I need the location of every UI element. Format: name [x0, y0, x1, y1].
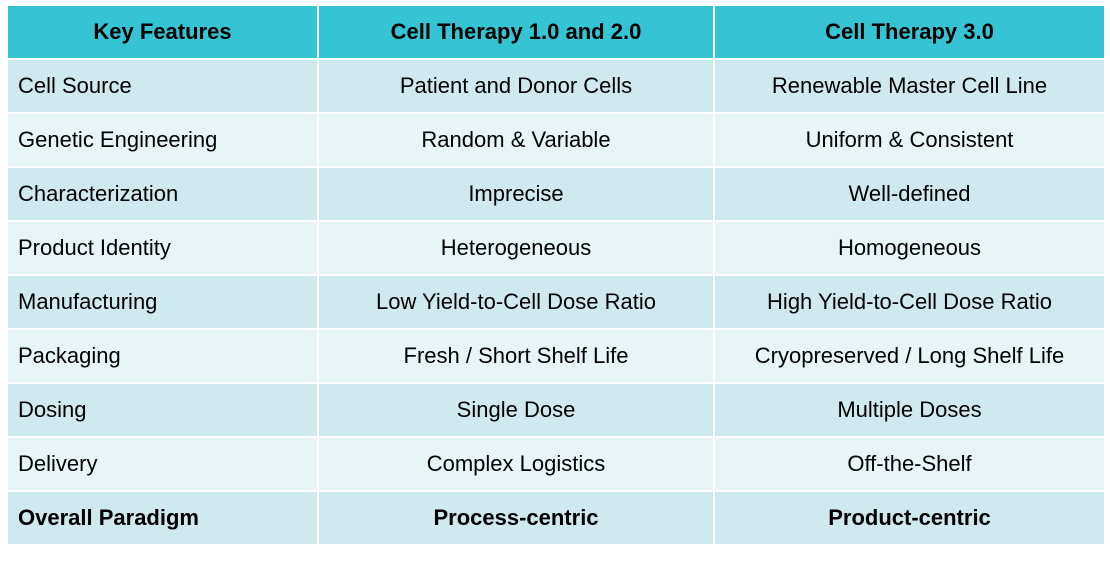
ct3-cell: Homogeneous	[713, 220, 1106, 276]
comparison-table: Key Features Cell Therapy 1.0 and 2.0 Ce…	[6, 4, 1106, 546]
table-row: Genetic Engineering Random & Variable Un…	[6, 112, 1106, 168]
feature-cell: Delivery	[6, 436, 319, 492]
table-row: Cell Source Patient and Donor Cells Rene…	[6, 58, 1106, 114]
feature-cell: Characterization	[6, 166, 319, 222]
feature-cell: Overall Paradigm	[6, 490, 319, 546]
ct3-cell: Well-defined	[713, 166, 1106, 222]
ct12-cell: Random & Variable	[317, 112, 715, 168]
ct3-cell: Uniform & Consistent	[713, 112, 1106, 168]
comparison-table-container: Key Features Cell Therapy 1.0 and 2.0 Ce…	[6, 4, 1106, 546]
ct12-cell: Heterogeneous	[317, 220, 715, 276]
ct3-cell: Renewable Master Cell Line	[713, 58, 1106, 114]
table-row: Product Identity Heterogeneous Homogeneo…	[6, 220, 1106, 276]
ct12-cell: Complex Logistics	[317, 436, 715, 492]
table-row: Manufacturing Low Yield-to-Cell Dose Rat…	[6, 274, 1106, 330]
table-row: Dosing Single Dose Multiple Doses	[6, 382, 1106, 438]
table-row: Characterization Imprecise Well-defined	[6, 166, 1106, 222]
ct12-cell: Imprecise	[317, 166, 715, 222]
table-row: Delivery Complex Logistics Off-the-Shelf	[6, 436, 1106, 492]
table-row: Packaging Fresh / Short Shelf Life Cryop…	[6, 328, 1106, 384]
feature-cell: Manufacturing	[6, 274, 319, 330]
ct3-cell: High Yield-to-Cell Dose Ratio	[713, 274, 1106, 330]
paradigm-row: Overall Paradigm Process-centric Product…	[6, 490, 1106, 546]
feature-cell: Product Identity	[6, 220, 319, 276]
header-cell-therapy-3: Cell Therapy 3.0	[713, 4, 1106, 60]
ct3-cell: Cryopreserved / Long Shelf Life	[713, 328, 1106, 384]
feature-cell: Dosing	[6, 382, 319, 438]
ct3-cell: Multiple Doses	[713, 382, 1106, 438]
ct12-cell: Fresh / Short Shelf Life	[317, 328, 715, 384]
ct12-cell: Single Dose	[317, 382, 715, 438]
ct12-cell: Low Yield-to-Cell Dose Ratio	[317, 274, 715, 330]
header-row: Key Features Cell Therapy 1.0 and 2.0 Ce…	[6, 4, 1106, 60]
ct3-cell: Product-centric	[713, 490, 1106, 546]
feature-cell: Cell Source	[6, 58, 319, 114]
header-key-features: Key Features	[6, 4, 319, 60]
header-cell-therapy-1-2: Cell Therapy 1.0 and 2.0	[317, 4, 715, 60]
feature-cell: Genetic Engineering	[6, 112, 319, 168]
ct12-cell: Process-centric	[317, 490, 715, 546]
feature-cell: Packaging	[6, 328, 319, 384]
ct3-cell: Off-the-Shelf	[713, 436, 1106, 492]
ct12-cell: Patient and Donor Cells	[317, 58, 715, 114]
